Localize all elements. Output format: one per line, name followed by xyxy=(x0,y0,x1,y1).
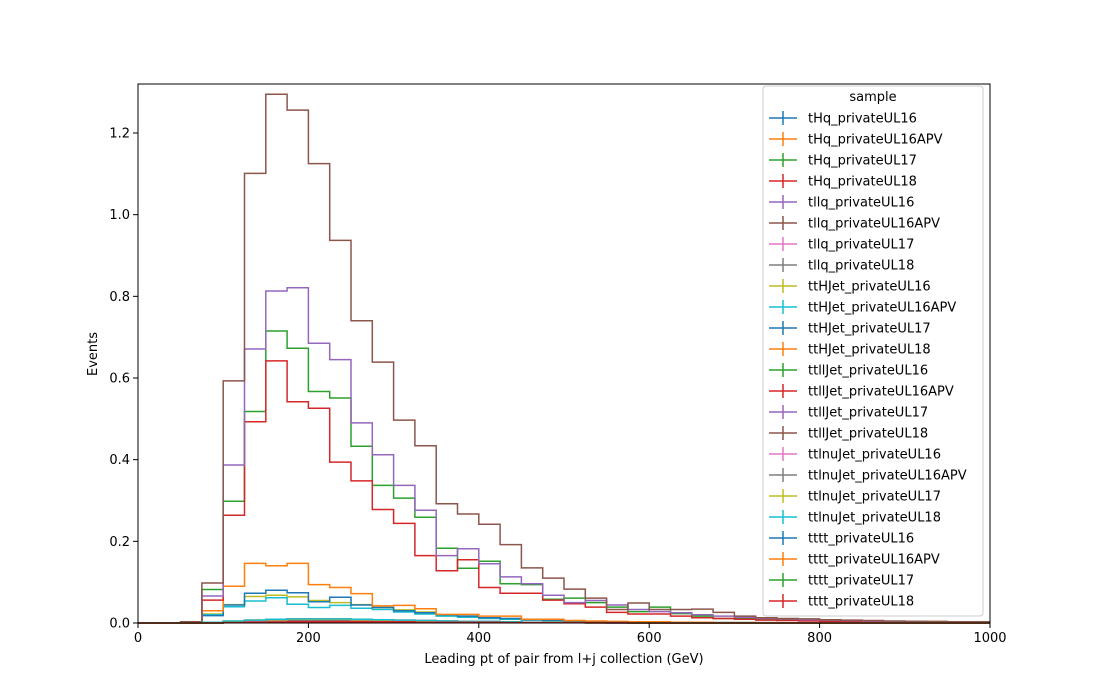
legend-label: ttllJet_privateUL16 xyxy=(808,364,928,379)
legend-label: ttHJet_privateUL16APV xyxy=(808,301,956,316)
x-axis-label: Leading pt of pair from l+j collection (… xyxy=(424,652,703,667)
y-tick-label: 0.8 xyxy=(109,290,130,305)
plot-frame xyxy=(137,83,991,624)
x-tick-label: 400 xyxy=(466,631,491,646)
legend-label: ttHJet_privateUL18 xyxy=(808,343,931,358)
series-ttlljet-privateul18-line xyxy=(138,93,990,624)
legend-entry-ttlljet-privateul16: ttllJet_privateUL16 xyxy=(769,363,928,379)
legend-label: tllq_privateUL18 xyxy=(808,259,914,274)
legend-entry-thq-privateul16apv: tHq_privateUL16APV xyxy=(769,132,943,148)
x-tick-label: 0 xyxy=(134,631,142,646)
legend-items: tHq_privateUL16 tHq_privateUL16APV tHq_pri… xyxy=(769,111,967,610)
y-tick-label: 1.0 xyxy=(109,208,130,223)
y-axis-label: Events xyxy=(86,332,101,376)
x-tick-label: 200 xyxy=(296,631,321,646)
legend-label: tHq_privateUL16 xyxy=(808,112,917,127)
x-axis-ticks: 0 200 400 600 800 1000 xyxy=(134,623,1007,646)
y-tick-label: 0.0 xyxy=(109,617,130,632)
legend-entry-thq-privateul17: tHq_privateUL17 xyxy=(769,153,917,169)
legend-entry-ttlnujet-privateul16: ttlnuJet_privateUL16 xyxy=(769,447,941,463)
legend-entry-tttt-privateul18: tttt_privateUL18 xyxy=(769,594,914,610)
legend-entry-tthjet-privateul16: ttHJet_privateUL16 xyxy=(769,279,931,295)
x-tick-label: 800 xyxy=(807,631,832,646)
legend-entry-ttlnujet-privateul17: ttlnuJet_privateUL17 xyxy=(769,489,941,505)
legend-label: tHq_privateUL17 xyxy=(808,154,917,169)
legend-entry-tllq-privateul18: tllq_privateUL18 xyxy=(769,258,914,274)
y-tick-label: 1.2 xyxy=(109,127,130,142)
legend: sample tHq_privateUL16 tHq_privateUL16APV… xyxy=(762,85,984,617)
legend-label: ttlnuJet_privateUL17 xyxy=(808,490,941,505)
legend-title: sample xyxy=(849,90,896,105)
legend-entry-ttlljet-privateul17: ttllJet_privateUL17 xyxy=(769,405,928,421)
legend-label: ttlnuJet_privateUL16 xyxy=(808,448,941,463)
legend-label: tHq_privateUL18 xyxy=(808,175,917,190)
legend-entry-tthjet-privateul18: ttHJet_privateUL18 xyxy=(769,342,931,358)
legend-entry-ttlnujet-privateul16apv: ttlnuJet_privateUL16APV xyxy=(769,468,967,484)
legend-label: tttt_privateUL18 xyxy=(808,595,914,610)
legend-label: ttHJet_privateUL17 xyxy=(808,322,931,337)
legend-label: tllq_privateUL16 xyxy=(808,196,914,211)
legend-label: ttHJet_privateUL16 xyxy=(808,280,931,295)
legend-entry-tthjet-privateul17: ttHJet_privateUL17 xyxy=(769,321,931,337)
legend-entry-tllq-privateul16apv: tllq_privateUL16APV xyxy=(769,216,940,232)
legend-entry-ttlljet-privateul16apv: ttllJet_privateUL16APV xyxy=(769,384,954,400)
legend-entry-thq-privateul18: tHq_privateUL18 xyxy=(769,174,917,190)
legend-label: tttt_privateUL16APV xyxy=(808,553,940,568)
legend-label: ttllJet_privateUL16APV xyxy=(808,385,954,400)
x-tick-label: 1000 xyxy=(973,631,1006,646)
legend-entry-tttt-privateul17: tttt_privateUL17 xyxy=(769,573,914,589)
legend-entry-thq-privateul16: tHq_privateUL16 xyxy=(769,111,917,127)
legend-entry-tllq-privateul17: tllq_privateUL17 xyxy=(769,237,914,253)
y-tick-label: 0.6 xyxy=(109,372,130,387)
x-tick-label: 600 xyxy=(637,631,662,646)
y-tick-label: 0.2 xyxy=(109,535,130,550)
legend-label: tttt_privateUL17 xyxy=(808,574,914,589)
legend-label: tHq_privateUL16APV xyxy=(808,133,943,148)
legend-entry-ttlnujet-privateul18: ttlnuJet_privateUL18 xyxy=(769,510,941,526)
legend-entry-ttlljet-privateul18: ttllJet_privateUL18 xyxy=(769,426,928,442)
y-tick-label: 0.4 xyxy=(109,453,130,468)
legend-entry-tttt-privateul16apv: tttt_privateUL16APV xyxy=(769,552,940,568)
y-axis-ticks: 0.0 0.2 0.4 0.6 0.8 1.0 1.2 xyxy=(109,127,138,632)
legend-label: ttlnuJet_privateUL18 xyxy=(808,511,941,526)
legend-label: ttllJet_privateUL17 xyxy=(808,406,928,421)
legend-box xyxy=(762,85,984,617)
legend-entry-tllq-privateul16: tllq_privateUL16 xyxy=(769,195,914,211)
series-ttlljet-privateul16apv-line xyxy=(138,360,990,624)
legend-entry-tthjet-privateul16apv: ttHJet_privateUL16APV xyxy=(769,300,956,316)
legend-entry-tttt-privateul16: tttt_privateUL16 xyxy=(769,531,914,547)
legend-label: ttlnuJet_privateUL16APV xyxy=(808,469,967,484)
legend-label: ttllJet_privateUL18 xyxy=(808,427,928,442)
legend-label: tttt_privateUL16 xyxy=(808,532,914,547)
legend-label: tllq_privateUL17 xyxy=(808,238,914,253)
legend-label: tllq_privateUL16APV xyxy=(808,217,940,232)
